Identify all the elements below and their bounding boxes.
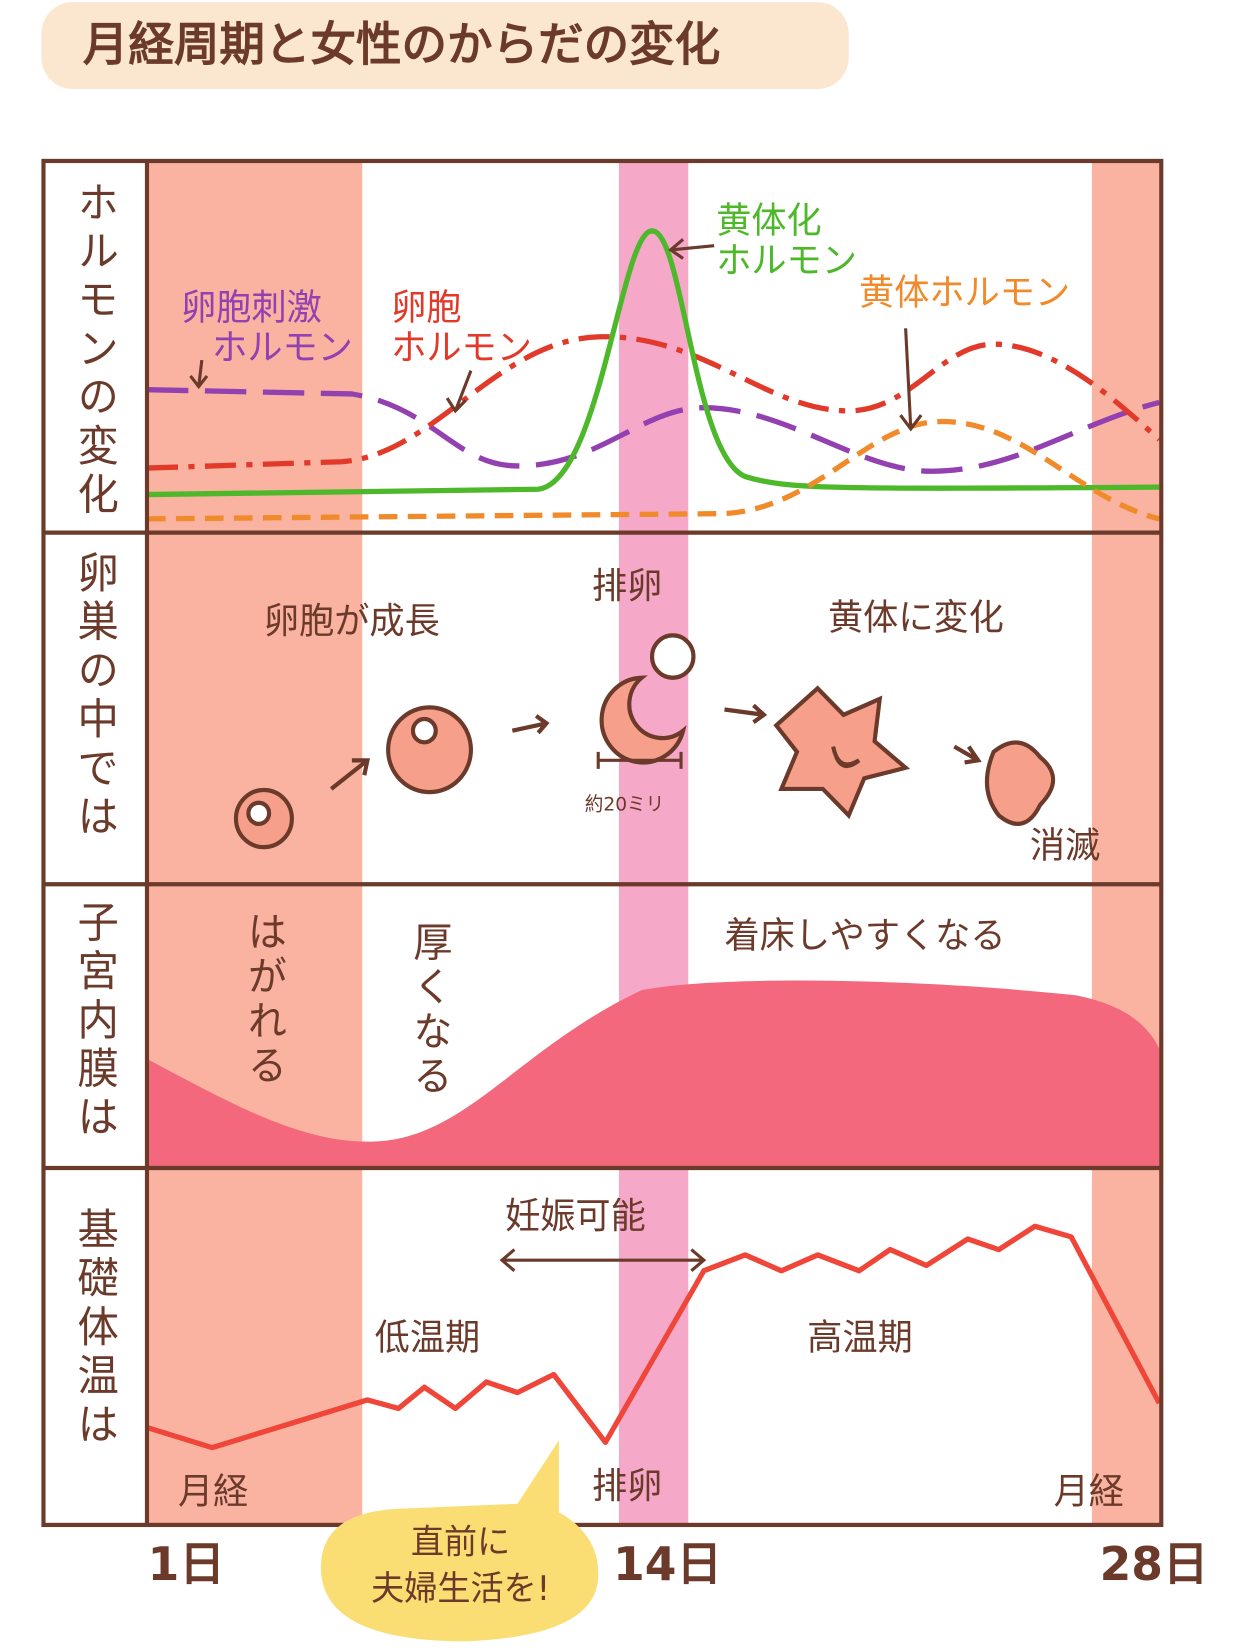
ovulation-band bbox=[618, 160, 689, 1525]
menses-band bbox=[1091, 160, 1162, 1525]
temperature-text: 高温期 bbox=[807, 1317, 913, 1358]
title-box bbox=[41, 2, 849, 89]
temperature-text: 排卵 bbox=[592, 1466, 662, 1507]
progesterone-curve bbox=[146, 418, 1160, 522]
fsh-label: 卵胞刺激 bbox=[181, 287, 322, 328]
row-label: 卵巣の中では bbox=[71, 551, 119, 843]
lh-curve bbox=[146, 228, 1160, 498]
ovary-text: 排卵 bbox=[592, 565, 662, 606]
callout-text: 直前に bbox=[411, 1522, 510, 1561]
lh-label: 黄体化 bbox=[716, 200, 822, 241]
pointer-arrows bbox=[189, 238, 923, 432]
endometrium-text: 厚くなる bbox=[407, 921, 452, 1099]
ovary-illustrations bbox=[233, 633, 1056, 850]
row-label: 子宮内膜は bbox=[71, 900, 119, 1144]
frame bbox=[41, 158, 1164, 1528]
estrogen-label: 卵胞 bbox=[391, 287, 461, 328]
day-label: 28日 bbox=[1100, 1536, 1209, 1591]
endometrium-text: はがれる bbox=[241, 911, 286, 1089]
estrogen-label: ホルモン bbox=[391, 327, 532, 368]
ovary-text: 約20ミリ bbox=[585, 793, 665, 815]
ovary-text: 消滅 bbox=[1030, 825, 1100, 866]
estrogen-curve bbox=[146, 334, 1161, 471]
ovary-text: 卵胞が成長 bbox=[264, 600, 440, 641]
title: 月経周期と女性のからだの変化 bbox=[83, 17, 720, 72]
temperature-text: 月経 bbox=[178, 1471, 248, 1512]
day-label: 1日 bbox=[148, 1536, 225, 1591]
temperature-text: 妊娠可能 bbox=[505, 1196, 646, 1237]
temperature-line bbox=[146, 1223, 1162, 1451]
callout-bubble bbox=[320, 1440, 599, 1642]
endometrium-text: 着床しやすくなる bbox=[725, 915, 1006, 956]
day-label: 14日 bbox=[613, 1536, 722, 1591]
lh-label: ホルモン bbox=[716, 240, 857, 281]
fsh-label: ホルモン bbox=[212, 327, 353, 368]
ovary-text: 黄体に変化 bbox=[828, 597, 1004, 638]
row-label: 基礎体温は bbox=[71, 1207, 119, 1451]
temperature-text: 月経 bbox=[1054, 1471, 1124, 1512]
row-label: ホルモンの変化 bbox=[71, 180, 119, 521]
progesterone-label: 黄体ホルモン bbox=[859, 272, 1070, 313]
fertile-arrow bbox=[499, 1248, 707, 1272]
callout-text: 夫婦生活を! bbox=[371, 1569, 550, 1608]
temperature-text: 低温期 bbox=[375, 1317, 481, 1358]
endometrium-area bbox=[146, 980, 1160, 1169]
